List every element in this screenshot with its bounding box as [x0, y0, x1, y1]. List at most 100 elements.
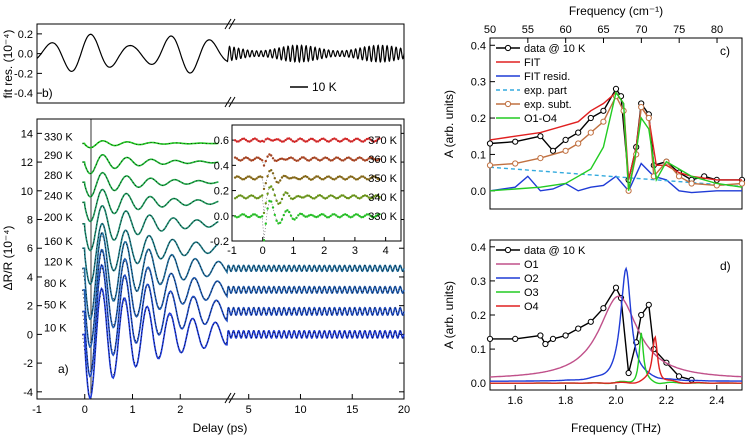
inset-series-label: 340 K: [368, 192, 397, 204]
panel-c-top-xtick-label: 65: [597, 24, 609, 36]
trace-label: 240 K: [44, 190, 73, 202]
panel-d-legend-marker: [504, 246, 512, 254]
inset-point: [345, 137, 349, 141]
inset-point: [362, 194, 365, 198]
panel-c-series: [489, 166, 743, 188]
panel-c-marker: [600, 118, 607, 125]
panel-d-marker: [638, 311, 645, 319]
inset-point: [340, 176, 343, 179]
inset-point: [246, 140, 249, 143]
panel-b-label: b): [42, 86, 53, 100]
panel-d-ytick-label: 0.4: [471, 242, 486, 254]
inset-ytick-label: -0.2: [210, 236, 229, 248]
inset-point: [282, 193, 285, 196]
inset-point: [367, 157, 370, 160]
inset-point: [259, 157, 262, 161]
inset-point: [248, 175, 251, 178]
inset-point: [311, 178, 314, 181]
inset-point: [293, 218, 296, 221]
inset-fit: [234, 200, 380, 241]
panel-c-top-xtick-label: 55: [522, 24, 534, 36]
inset-point: [251, 213, 255, 216]
panel-c-legend-label: data @ 10 K: [524, 43, 586, 55]
inset-point: [289, 156, 293, 159]
inset-point: [356, 137, 359, 140]
inset-fit: [234, 154, 380, 167]
fit-50k: [82, 265, 405, 373]
panel-b-ylabel: fit res. (10⁻⁴): [1, 30, 15, 99]
panel-d-marker: [512, 335, 519, 342]
trace-label: 50 K: [44, 299, 67, 311]
inset-point: [320, 158, 323, 161]
inset-point: [289, 214, 293, 217]
panel-c-legend-label: FIT resid.: [524, 71, 570, 83]
panel-c-legend-marker: [504, 100, 512, 108]
trace-label: 160 K: [44, 236, 73, 248]
panel-a-xtick-label: 1: [129, 404, 135, 416]
panel-a-ytick-label: 0: [27, 329, 33, 341]
panel-b-residual: [36, 33, 405, 74]
inset-point: [338, 157, 341, 161]
panel-a-ytick-label: 14: [21, 128, 33, 140]
trace-label: 330 K: [44, 131, 73, 143]
inset-point: [322, 137, 325, 140]
inset-point: [246, 215, 249, 219]
inset-point: [367, 196, 370, 199]
inset-point: [242, 213, 246, 216]
inset-point: [309, 178, 313, 181]
panel-a-ytick-label: 6: [27, 243, 33, 255]
inset-point: [264, 202, 267, 205]
inset-point: [271, 139, 275, 142]
fit-10k: [82, 288, 405, 395]
inset-point: [351, 140, 354, 143]
panel-a-inset: 0.6 0.4 0.2 0.0 -0.2-1 0 1 2 3 4 370 K 360 K 350 K 3…: [210, 124, 402, 257]
inset-ytick-label: 0.4: [214, 160, 229, 172]
inset-point: [280, 157, 284, 160]
inset-point: [280, 218, 284, 221]
inset-point: [293, 176, 296, 179]
trace-label: 10 K: [44, 322, 67, 334]
inset-xtick-label: 3: [352, 245, 358, 257]
panel-d-marker: [645, 301, 652, 308]
panel-c-marker: [562, 136, 569, 143]
inset-point: [270, 139, 273, 142]
inset-point: [363, 176, 367, 179]
panel-c-marker: [486, 140, 494, 147]
panel-c-marker: [675, 173, 683, 180]
panel-d-ylabel: A (arb. units): [442, 281, 456, 349]
inset-point: [257, 139, 260, 143]
inset-series-label: 330 K: [368, 211, 397, 223]
inset-xtick-label: -1: [227, 245, 237, 257]
inset-point: [345, 177, 349, 181]
inset-point: [253, 213, 257, 216]
inset-point: [288, 137, 291, 140]
inset-point: [273, 213, 276, 217]
inset-point: [320, 137, 323, 141]
inset-point: [284, 175, 287, 178]
panel-c-frame: [489, 37, 743, 210]
panel-d-marker: [542, 340, 549, 348]
panel-d-ytick-label: 0.1: [471, 344, 486, 356]
inset-point: [277, 181, 280, 184]
panel-c-marker: [512, 138, 519, 145]
panel-b-ytick-label: 0.2: [18, 29, 33, 41]
inset-point: [289, 177, 293, 180]
panel-c-ytick-label: 0.0: [471, 186, 486, 198]
panel-b-legend-label: 10 K: [312, 80, 337, 94]
panel-d-marker: [486, 335, 494, 342]
panel-c-top-xtick-label: 75: [673, 24, 685, 36]
panel-c-ylabel: A (arb. units): [442, 90, 456, 158]
panel-d-series: [490, 286, 692, 381]
panel-d-ytick-label: 0.0: [471, 378, 486, 390]
inset-point: [297, 159, 300, 162]
inset-point: [257, 175, 260, 179]
inset-point: [264, 138, 267, 141]
inset-point: [288, 177, 291, 180]
inset-point: [241, 178, 244, 181]
inset-point: [266, 155, 269, 158]
inset-point: [259, 195, 262, 198]
inset-point: [378, 157, 381, 161]
panel-a-xtick-label: 20: [398, 404, 410, 416]
panel-c-marker: [738, 180, 746, 187]
